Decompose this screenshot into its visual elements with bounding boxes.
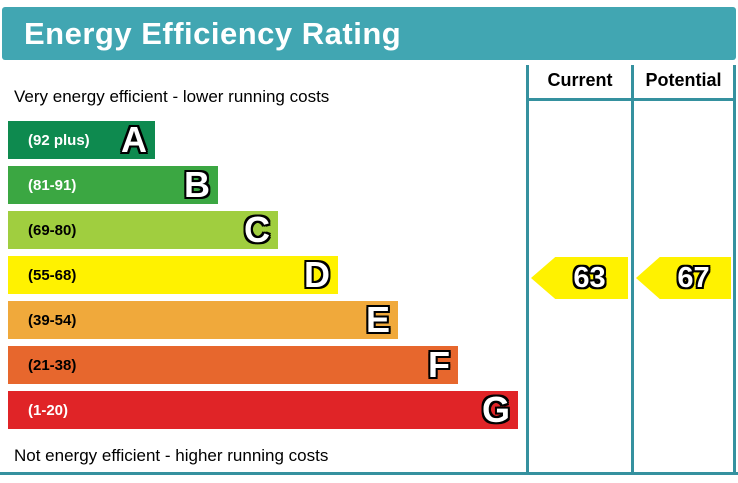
chart-title: Energy Efficiency Rating	[24, 15, 402, 51]
band-letter: G	[481, 389, 510, 430]
band-row-f: (21-38) F	[8, 346, 458, 384]
band-range-label: (39-54)	[28, 311, 77, 329]
potential-rating-arrow: 67	[636, 257, 731, 299]
potential-rating-value: 67	[677, 262, 710, 294]
band-range-label: (69-80)	[28, 221, 77, 239]
band-row-e: (39-54) E	[8, 301, 398, 339]
band-range-label: (1-20)	[28, 401, 69, 419]
band-letter: E	[365, 299, 390, 340]
chart-title-bar: Energy Efficiency Rating	[2, 7, 736, 60]
band-row-b: (81-91) B	[8, 166, 218, 204]
band-row-c: (69-80) C	[8, 211, 278, 249]
current-column-header: Current	[547, 70, 613, 90]
band-letter: B	[184, 164, 210, 205]
band-letter: C	[244, 209, 270, 250]
current-rating-arrow: 63	[531, 257, 628, 299]
band-row-a: (92 plus) A	[8, 121, 155, 159]
band-range-label: (21-38)	[28, 356, 77, 374]
band-row-d: (55-68) D	[8, 256, 338, 294]
chart-bottom-border	[0, 472, 738, 475]
table-border-middle	[631, 65, 634, 473]
band-range-label: (81-91)	[28, 176, 77, 194]
band-range-label: (55-68)	[28, 266, 77, 284]
band-letter: D	[304, 254, 330, 295]
band-row-g: (1-20) G	[8, 391, 518, 429]
table-header-separator	[526, 98, 736, 101]
table-border-right	[733, 65, 736, 473]
band-range-label: (92 plus)	[28, 131, 90, 149]
caption-not-efficient: Not energy efficient - higher running co…	[14, 446, 329, 465]
table-border-left	[526, 65, 529, 473]
band-letter: A	[121, 119, 147, 160]
current-rating-value: 63	[573, 262, 606, 294]
potential-column-header: Potential	[645, 70, 722, 90]
band-letter: F	[428, 344, 450, 385]
caption-very-efficient: Very energy efficient - lower running co…	[14, 87, 330, 106]
